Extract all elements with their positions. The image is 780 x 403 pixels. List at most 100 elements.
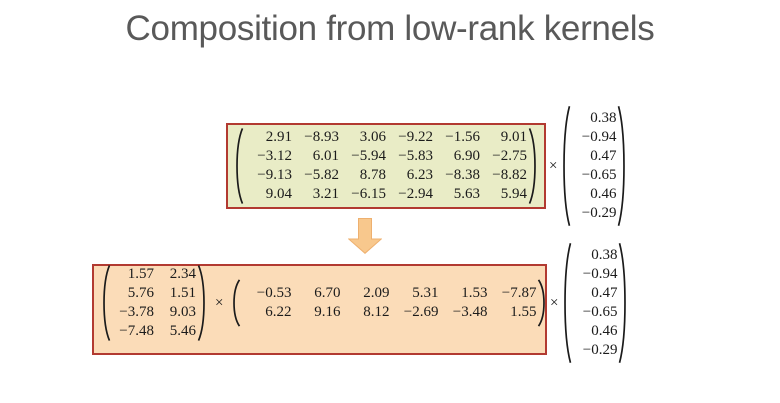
left-paren-icon [100, 264, 111, 342]
slide-title: Composition from low-rank kernels [125, 9, 655, 48]
matrix-cell: −8.93 [304, 129, 339, 145]
matrix-row: −3.78 9.03 [112, 303, 196, 322]
matrix-cell: −0.53 [256, 285, 292, 301]
matrix-cell: −5.82 [304, 167, 339, 183]
matrix-row: 0.46 [572, 185, 616, 204]
matrix-cell: 1.53 [461, 285, 488, 301]
matrix-cell: −0.94 [581, 129, 617, 145]
matrix-cell: −0.29 [581, 205, 617, 221]
matrix-cell: 8.78 [359, 167, 386, 183]
kernel-matrix-group: 2.91 −8.93 3.06 −9.22 −1.56 9.01 −3.12 6.01 −5.9… [233, 127, 539, 205]
matrix-row: 0.47 [572, 147, 616, 166]
matrix-cell: 5.46 [169, 323, 196, 339]
matrix-cell: 3.06 [359, 129, 386, 145]
input-vector-bottom: 0.38 −0.94 0.47 −0.65 0.46 −0.29 [561, 241, 629, 365]
matrix-row: 0.46 [573, 322, 617, 341]
matrix-cell: 0.47 [591, 285, 618, 301]
matrix-cell: 0.46 [590, 186, 617, 202]
factor-product-group: 1.57 2.34 5.76 1.51 −3.78 9.03 −7.48 5.46 × −0.… [100, 264, 548, 342]
multiply-sign: × [215, 294, 224, 311]
matrix-cell: −2.69 [403, 304, 439, 320]
matrix-row: −0.29 [572, 204, 617, 223]
matrix-cell: 9.04 [265, 186, 292, 202]
low-rank-factors-box: 1.57 2.34 5.76 1.51 −3.78 9.03 −7.48 5.46 × −0.… [92, 263, 548, 355]
right-paren-icon [618, 241, 629, 365]
matrix-cell: 0.47 [590, 148, 617, 164]
matrix-cell: −1.56 [445, 129, 480, 145]
matrix-cell: −7.48 [119, 323, 154, 339]
matrix-cell: −3.48 [452, 304, 488, 320]
matrix-cell: −5.83 [398, 148, 433, 164]
right-paren-icon [528, 127, 539, 205]
matrix-row: −0.94 [572, 128, 617, 147]
top-expression: 2.91 −8.93 3.06 −9.22 −1.56 9.01 −3.12 6.01 −5.9… [226, 101, 628, 231]
kernel-matrix: 2.91 −8.93 3.06 −9.22 −1.56 9.01 −3.12 6.01 −5.9… [245, 128, 527, 204]
matrix-row: −7.48 5.46 [112, 322, 196, 341]
right-paren-icon [537, 279, 548, 327]
matrix-cell: −5.94 [351, 148, 386, 164]
matrix-cell: 6.70 [314, 285, 341, 301]
matrix-cell: 2.09 [363, 285, 390, 301]
matrix-cell: 1.57 [127, 266, 154, 282]
matrix-row: −0.94 [573, 265, 618, 284]
matrix-row: −0.65 [573, 303, 618, 322]
left-factor-group: 1.57 2.34 5.76 1.51 −3.78 9.03 −7.48 5.46 [100, 264, 208, 342]
input-vector-top: 0.38 −0.94 0.47 −0.65 0.46 −0.29 [560, 104, 628, 228]
matrix-cell: −9.22 [398, 129, 433, 145]
matrix-row: −9.13 −5.82 8.78 6.23 −8.38 −8.82 [245, 166, 527, 185]
matrix-row: 0.38 [572, 109, 616, 128]
matrix-cell: 2.91 [265, 129, 292, 145]
matrix-cell: 9.01 [500, 129, 527, 145]
matrix-cell: 0.38 [591, 247, 618, 263]
matrix-cell: 5.76 [127, 285, 154, 301]
matrix-row: −0.29 [573, 341, 618, 360]
kernel-matrix-box: 2.91 −8.93 3.06 −9.22 −1.56 9.01 −3.12 6.01 −5.9… [226, 123, 546, 209]
matrix-cell: 1.55 [510, 304, 537, 320]
matrix-cell: 6.01 [312, 148, 339, 164]
matrix-row: −0.65 [572, 166, 617, 185]
input-vector-values: 0.38 −0.94 0.47 −0.65 0.46 −0.29 [573, 246, 618, 360]
matrix-cell: 8.12 [363, 304, 390, 320]
matrix-row: 5.76 1.51 [112, 284, 196, 303]
matrix-cell: 9.03 [169, 304, 196, 320]
matrix-row: 0.47 [573, 284, 617, 303]
matrix-cell: −3.78 [119, 304, 154, 320]
matrix-cell: −3.12 [257, 148, 292, 164]
matrix-row: 1.57 2.34 [112, 265, 196, 284]
left-paren-icon [230, 279, 241, 327]
matrix-cell: −0.65 [582, 304, 618, 320]
matrix-cell: −7.87 [501, 285, 537, 301]
right-factor-group: −0.53 6.70 2.09 5.31 1.53 −7.87 6.22 9.16 8.12 −2… [230, 279, 548, 327]
matrix-cell: 0.46 [591, 323, 618, 339]
matrix-cell: −6.15 [351, 186, 386, 202]
matrix-cell: −0.65 [581, 167, 617, 183]
matrix-cell: −2.94 [398, 186, 433, 202]
matrix-cell: −8.38 [445, 167, 480, 183]
matrix-cell: 5.94 [500, 186, 527, 202]
multiply-sign: × [550, 294, 559, 311]
left-paren-icon [561, 241, 572, 365]
matrix-row: −0.53 6.70 2.09 5.31 1.53 −7.87 [242, 284, 537, 303]
left-paren-icon [560, 104, 571, 228]
matrix-cell: 2.34 [169, 266, 196, 282]
matrix-cell: −0.94 [582, 266, 618, 282]
matrix-row: 9.04 3.21 −6.15 −2.94 5.63 5.94 [245, 185, 527, 204]
right-paren-icon [197, 264, 208, 342]
matrix-cell: 0.38 [590, 110, 617, 126]
matrix-cell: 5.31 [412, 285, 439, 301]
matrix-row: 2.91 −8.93 3.06 −9.22 −1.56 9.01 [245, 128, 527, 147]
matrix-row: −3.12 6.01 −5.94 −5.83 6.90 −2.75 [245, 147, 527, 166]
matrix-cell: 9.16 [314, 304, 341, 320]
matrix-cell: −0.29 [582, 342, 618, 358]
matrix-cell: −8.82 [492, 167, 527, 183]
right-factor-matrix: −0.53 6.70 2.09 5.31 1.53 −7.87 6.22 9.16 8.12 −2… [242, 284, 537, 322]
down-arrow-icon [348, 218, 382, 254]
matrix-cell: 6.22 [265, 304, 292, 320]
matrix-cell: 5.63 [453, 186, 480, 202]
left-paren-icon [233, 127, 244, 205]
left-factor-matrix: 1.57 2.34 5.76 1.51 −3.78 9.03 −7.48 5.46 [112, 265, 196, 341]
matrix-row: 6.22 9.16 8.12 −2.69 −3.48 1.55 [242, 303, 536, 322]
matrix-cell: 6.90 [453, 148, 480, 164]
matrix-cell: −9.13 [257, 167, 292, 183]
